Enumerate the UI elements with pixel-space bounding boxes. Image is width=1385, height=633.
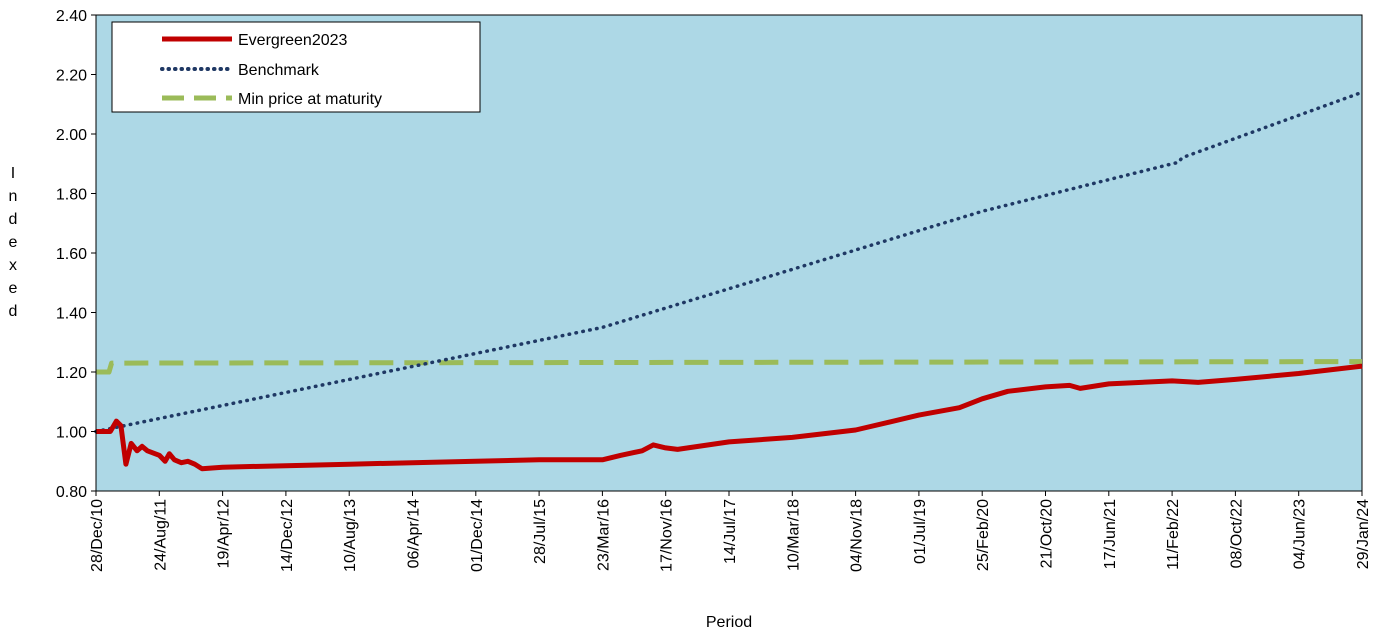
y-tick-label: 1.80 [56,187,87,204]
y-axis-title-letter: I [11,165,15,182]
x-tick-label: 19/Apr/12 [216,499,233,568]
y-tick-label: 2.40 [56,8,87,25]
legend-label-evergreen: Evergreen2023 [238,32,348,49]
x-tick-label: 04/Nov/18 [849,499,866,572]
x-tick-label: 29/Jan/24 [1355,499,1372,569]
series-line-min-price [96,359,1363,375]
y-tick-label: 1.20 [56,365,87,382]
x-tick-label: 14/Dec/12 [279,499,296,572]
x-tick-label: 23/Mar/16 [595,499,612,571]
x-tick-label: 21/Oct/20 [1039,499,1056,568]
x-tick-label: 28/Dec/10 [89,499,106,572]
y-axis-title-letter: x [9,257,17,274]
y-tick-label: 1.00 [56,425,87,442]
y-tick-label: 2.20 [56,68,87,85]
y-tick-label: 1.40 [56,306,87,323]
y-tick-label: 0.80 [56,484,87,501]
y-axis-title-letter: d [9,211,18,228]
legend-label-benchmark: Benchmark [238,62,320,79]
x-tick-label: 14/Jul/17 [722,499,739,564]
y-tick-label: 1.60 [56,246,87,263]
x-tick-label: 28/Jul/15 [532,499,549,564]
x-tick-label: 24/Aug/11 [152,499,169,571]
x-tick-label: 25/Feb/20 [975,499,992,571]
series-layer [94,90,1364,472]
x-axis-title: Period [706,614,752,631]
x-tick-label: 01/Jul/19 [912,499,929,564]
y-axis-title-letter: n [9,188,18,205]
x-tick-label: 11/Feb/22 [1165,499,1182,570]
series-line-evergreen2023 [96,363,1363,472]
x-tick-label: 17/Nov/16 [659,499,676,572]
x-tick-label: 04/Jun/23 [1292,499,1309,569]
legend-label-min-price: Min price at maturity [238,91,382,108]
x-tick-label: 01/Dec/14 [469,499,486,572]
axes: 0.80 1.00 1.20 1.40 1.60 1.80 2.00 2.20 2.40 28/D… [56,8,1372,572]
y-axis-title-letter: e [9,280,18,297]
x-tick-label: 17/Jun/21 [1102,499,1119,569]
x-tick-label: 10/Mar/18 [785,499,802,571]
x-tick-label: 08/Oct/22 [1228,499,1245,568]
legend: Evergreen2023 Benchmark Min price at mat… [111,21,481,113]
x-tick-label: 10/Aug/13 [342,499,359,572]
series-line-benchmark [94,90,1364,434]
y-axis-title-letter: e [9,234,18,251]
y-tick-label: 2.00 [56,127,87,144]
x-tick-label: 06/Apr/14 [406,499,423,568]
y-axis-title-letter: d [9,303,18,320]
